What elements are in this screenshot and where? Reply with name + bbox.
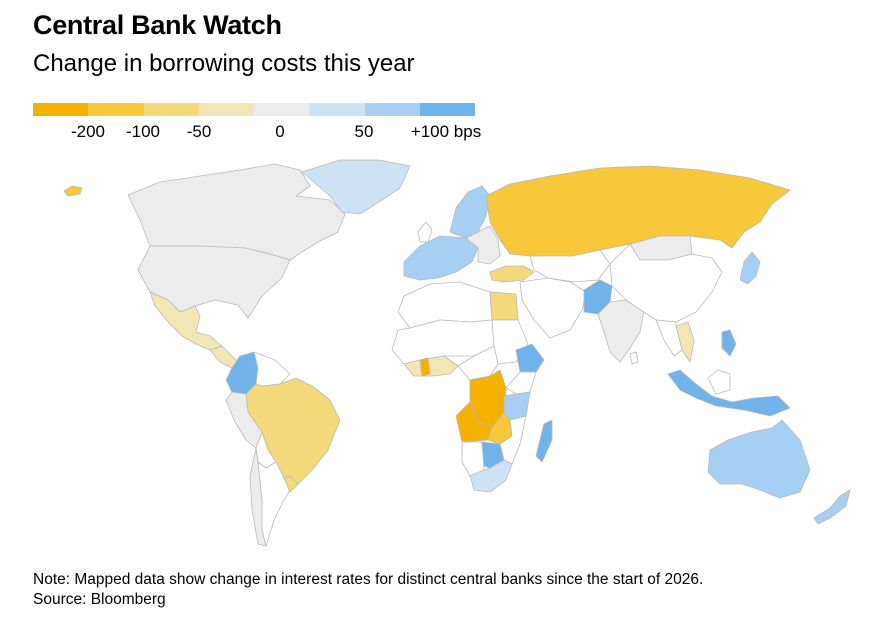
legend-swatch-8 [419,103,475,116]
region-argentina [257,461,291,547]
region-south-africa [469,459,513,493]
legend-swatch-4 [198,103,254,116]
legend-swatch-1 [33,103,89,116]
region-western-europe [403,235,479,281]
legend-swatch-7 [364,103,420,116]
region-uruguay [283,475,299,493]
legend-swatch-6 [309,103,365,116]
region-southeast-asia [655,319,683,357]
region-china [609,243,723,323]
region-australia [707,419,811,499]
region-philippines [721,329,737,357]
region-kazakhstan [529,249,611,283]
legend-label: 0 [275,122,285,141]
region-kenya [505,371,537,395]
region-mexico [149,291,223,351]
legend-label: -200 [70,122,106,141]
region-uk [417,221,433,243]
region-namibia [461,441,485,477]
region-turkey [489,265,535,283]
chart-footer: Note: Mapped data show change in interes… [33,570,703,610]
region-new-zealand [813,489,851,525]
legend-swatch-5 [254,103,310,116]
chart-note: Note: Mapped data show change in interes… [33,571,704,588]
legend-label: -100 [125,122,161,141]
legend-swatch-3 [143,103,199,116]
chart-source: Source: Bloomberg [33,591,166,608]
region-ethiopia [515,343,545,373]
region-sri-lanka [629,351,639,365]
region-egypt [489,291,519,321]
color-legend: -200 -100 -50 0 50 +100 bps [33,103,481,144]
legend-swatch-2 [88,103,144,116]
legend-ticks: -200 -100 -50 0 50 +100 bps [33,122,481,144]
region-japan [739,251,761,285]
region-eastern-europe [465,225,501,265]
legend-color-bar [33,103,475,116]
legend-label: 50 [354,122,374,141]
legend-label: -50 [186,122,212,141]
region-borneo [707,369,731,395]
chart-subtitle: Change in borrowing costs this year [33,50,415,77]
region-india [597,299,645,363]
region-venezuela [253,351,291,387]
chart-title: Central Bank Watch [33,10,282,40]
region-iceland [63,185,83,197]
region-madagascar [535,419,553,463]
region-ghana [419,357,431,377]
legend-label: +100 bps [410,122,482,141]
region-indonesia [667,369,791,417]
region-greenland [301,159,411,215]
world-map [63,159,851,547]
region-middle-east [519,277,587,339]
region-russia [485,165,791,259]
